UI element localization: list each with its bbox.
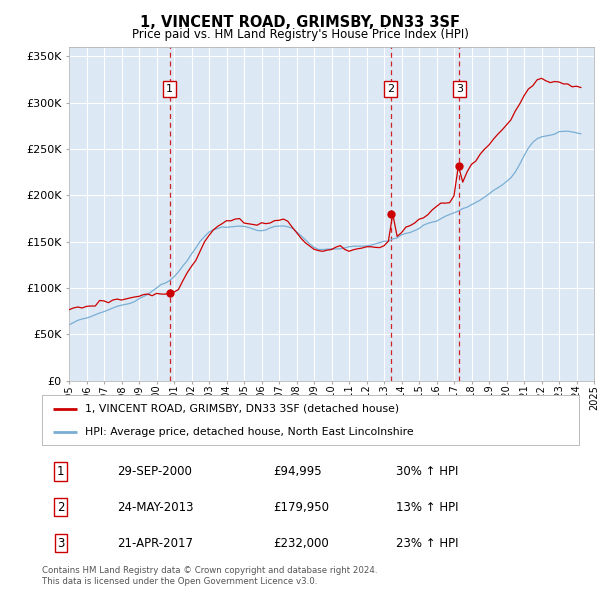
Text: 1: 1 — [166, 84, 173, 94]
Text: 3: 3 — [57, 537, 64, 550]
Text: 24-MAY-2013: 24-MAY-2013 — [117, 501, 194, 514]
Text: £179,950: £179,950 — [273, 501, 329, 514]
Text: 1: 1 — [57, 465, 65, 478]
Text: 13% ↑ HPI: 13% ↑ HPI — [397, 501, 459, 514]
Text: 1, VINCENT ROAD, GRIMSBY, DN33 3SF: 1, VINCENT ROAD, GRIMSBY, DN33 3SF — [140, 15, 460, 30]
Text: £232,000: £232,000 — [273, 537, 329, 550]
Text: 1, VINCENT ROAD, GRIMSBY, DN33 3SF (detached house): 1, VINCENT ROAD, GRIMSBY, DN33 3SF (deta… — [85, 404, 399, 414]
Text: 2: 2 — [387, 84, 394, 94]
Text: 3: 3 — [456, 84, 463, 94]
Text: £94,995: £94,995 — [273, 465, 322, 478]
Text: HPI: Average price, detached house, North East Lincolnshire: HPI: Average price, detached house, Nort… — [85, 427, 413, 437]
Text: 23% ↑ HPI: 23% ↑ HPI — [397, 537, 459, 550]
Text: 21-APR-2017: 21-APR-2017 — [117, 537, 193, 550]
Text: Price paid vs. HM Land Registry's House Price Index (HPI): Price paid vs. HM Land Registry's House … — [131, 28, 469, 41]
Text: 29-SEP-2000: 29-SEP-2000 — [117, 465, 192, 478]
Text: 30% ↑ HPI: 30% ↑ HPI — [397, 465, 459, 478]
Text: Contains HM Land Registry data © Crown copyright and database right 2024.
This d: Contains HM Land Registry data © Crown c… — [42, 566, 377, 586]
Text: 2: 2 — [57, 501, 65, 514]
